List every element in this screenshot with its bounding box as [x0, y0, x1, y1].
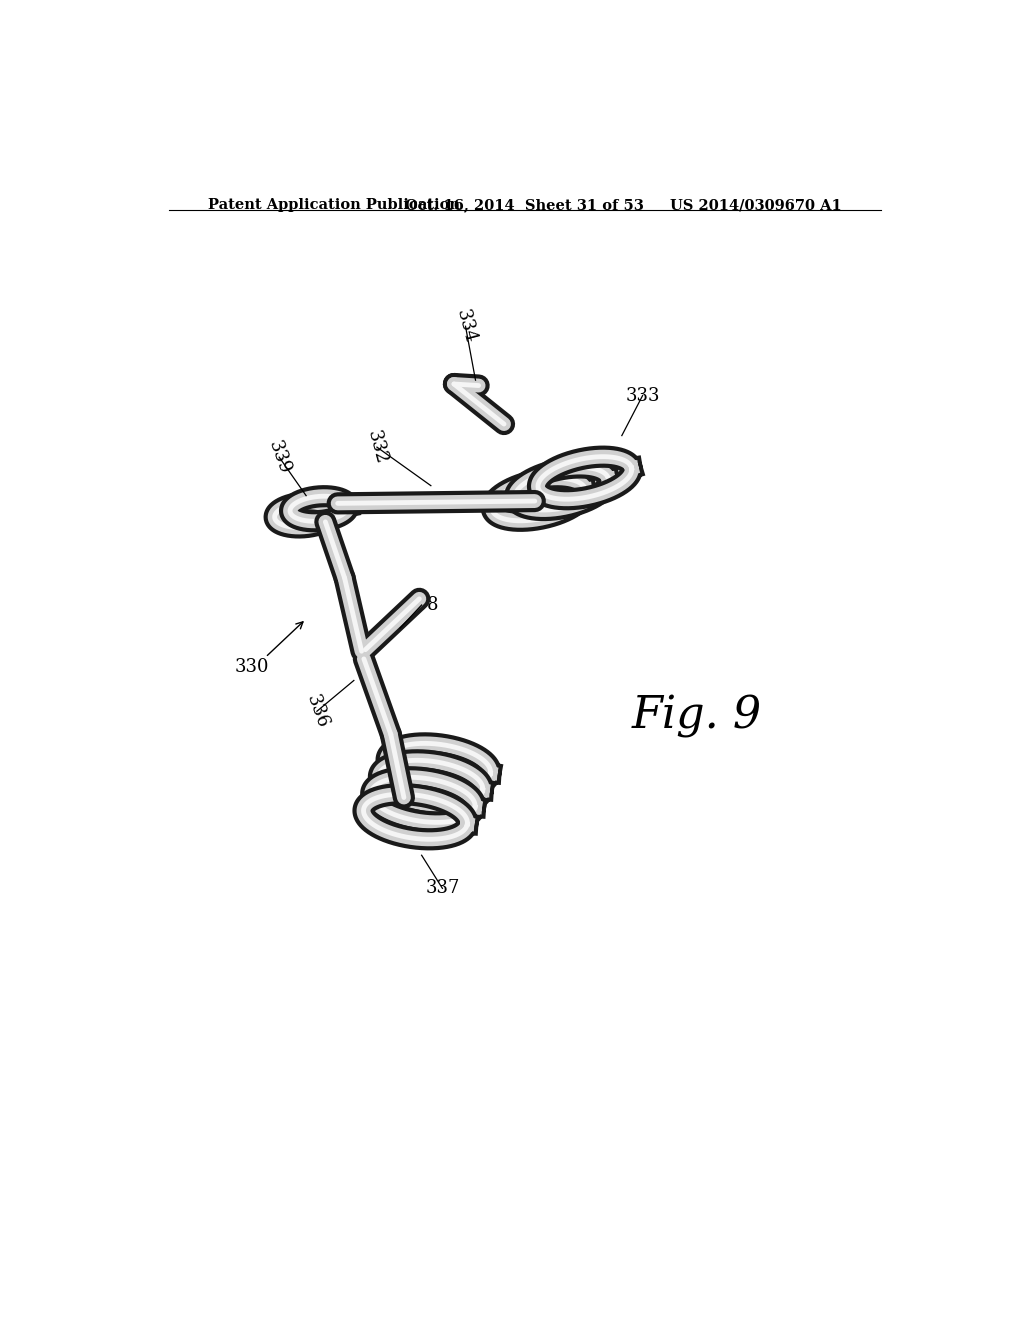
Text: 339: 339 — [265, 438, 294, 477]
Text: Fig. 9: Fig. 9 — [632, 696, 762, 738]
Text: 337: 337 — [425, 879, 460, 898]
Text: US 2014/0309670 A1: US 2014/0309670 A1 — [671, 198, 842, 213]
Text: 332: 332 — [364, 428, 390, 466]
Text: Oct. 16, 2014  Sheet 31 of 53: Oct. 16, 2014 Sheet 31 of 53 — [406, 198, 644, 213]
Text: 330: 330 — [234, 657, 269, 676]
Text: 334: 334 — [453, 308, 478, 346]
Text: Patent Application Publication: Patent Application Publication — [208, 198, 460, 213]
Text: 336: 336 — [302, 692, 331, 730]
Text: 333: 333 — [626, 387, 659, 404]
Text: 338: 338 — [404, 597, 439, 614]
